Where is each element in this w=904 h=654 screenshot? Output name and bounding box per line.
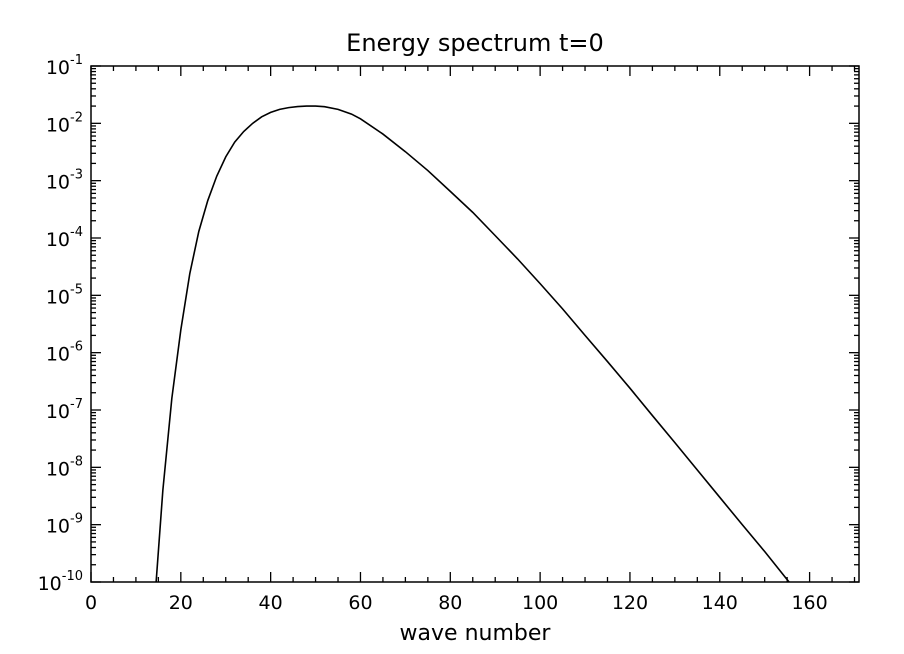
y-tick-label: 10-9 — [46, 512, 83, 538]
y-tick-label: 10-10 — [38, 569, 83, 595]
y-tick-label: 10-6 — [46, 340, 83, 366]
spectrum-line — [155, 105, 791, 582]
y-tick-label: 10-3 — [46, 168, 83, 194]
y-tick-label: 10-4 — [46, 225, 83, 251]
x-tick-label: 160 — [791, 592, 827, 614]
x-tick-label: 40 — [259, 592, 283, 614]
chart-title: Energy spectrum t=0 — [346, 29, 604, 57]
y-tick-label: 10-5 — [46, 282, 83, 308]
x-tick-label: 20 — [169, 592, 193, 614]
y-tick-label: 10-1 — [46, 53, 83, 79]
x-tick-label: 100 — [522, 592, 558, 614]
y-tick-label: 10-7 — [46, 397, 83, 423]
x-axis-label: wave number — [400, 621, 552, 646]
x-tick-label: 60 — [348, 592, 372, 614]
x-tick-label: 0 — [85, 592, 97, 614]
x-tick-label: 140 — [702, 592, 738, 614]
x-tick-label: 120 — [612, 592, 648, 614]
plot-frame — [90, 65, 860, 583]
y-tick-label: 10-2 — [46, 110, 83, 136]
y-tick-label: 10-8 — [46, 454, 83, 480]
axis-tick-labels: 0 20 40 60 80 100 120 140 160 10-1 10-2 10-3 10-4 10-… — [38, 53, 828, 614]
x-tick-label: 80 — [438, 592, 462, 614]
